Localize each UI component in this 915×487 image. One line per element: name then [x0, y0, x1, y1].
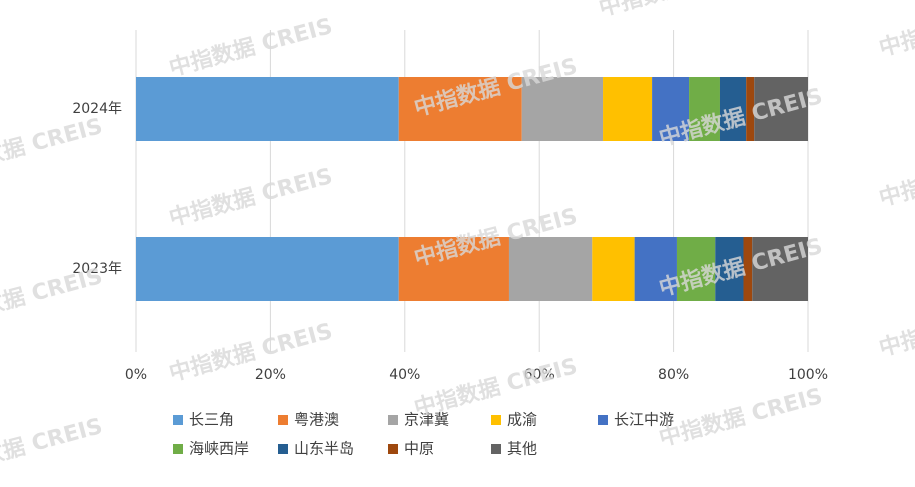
watermark: 中指数据 CREIS [876, 293, 915, 362]
bar-segment [689, 77, 720, 141]
bar-segment [521, 77, 604, 141]
bar-segment [652, 77, 690, 141]
legend-swatch [278, 444, 288, 454]
watermark: 中指数据 CREIS [166, 163, 335, 232]
x-tick-label: 20% [255, 367, 286, 383]
bar-segment [136, 237, 399, 301]
bar-segment [676, 237, 716, 301]
watermark: 中指数据 CREIS [876, 0, 915, 62]
x-tick-label: 40% [389, 367, 420, 383]
bar-segment [715, 237, 744, 301]
watermark: 中指数据 CREIS [0, 413, 105, 482]
watermark: 中指数据 CREIS [596, 0, 765, 22]
legend-swatch [173, 415, 183, 425]
bar-segment [398, 237, 509, 301]
bar-segment [746, 77, 755, 141]
legend-label: 京津冀 [404, 411, 449, 429]
legend-swatch [491, 415, 501, 425]
watermark: 中指数据 CREIS [0, 263, 105, 332]
y-tick-label: 2023年 [72, 261, 122, 277]
bar-segment [743, 237, 753, 301]
x-tick-label: 100% [788, 367, 828, 383]
watermark: 中指数据 CREIS [166, 318, 335, 387]
legend-label: 长江中游 [614, 411, 674, 429]
legend-label: 长三角 [189, 411, 234, 429]
bar-segment [592, 237, 635, 301]
watermark: 中指数据 CREIS [166, 13, 335, 82]
bar-segment [754, 77, 808, 141]
legend-label: 山东半岛 [294, 440, 354, 458]
watermark: 中指数据 CREIS [0, 113, 105, 182]
legend-swatch [388, 415, 398, 425]
x-tick-label: 60% [524, 367, 555, 383]
watermark: 中指数据 CREIS [876, 143, 915, 212]
legend-label: 其他 [507, 440, 537, 458]
legend-swatch [278, 415, 288, 425]
legend-label: 成渝 [507, 411, 537, 429]
x-tick-label: 80% [658, 367, 689, 383]
x-tick-label: 0% [125, 367, 147, 383]
y-tick-label: 2024年 [72, 101, 122, 117]
bar-segment [634, 237, 677, 301]
bar-segment [603, 77, 653, 141]
bar-segment [719, 77, 747, 141]
legend-swatch [598, 415, 608, 425]
watermark: 中指数据 CREIS [411, 353, 580, 422]
bar-segment [752, 237, 808, 301]
legend-label: 粤港澳 [294, 411, 339, 429]
legend-swatch [173, 444, 183, 454]
legend-label: 中原 [404, 440, 434, 458]
legend-swatch [491, 444, 501, 454]
legend-label: 海峡西岸 [189, 440, 249, 458]
bar-segment [136, 77, 399, 141]
watermark: 中指数据 CREIS [656, 383, 825, 452]
bar-segment [508, 237, 593, 301]
legend-swatch [388, 444, 398, 454]
bar-segment [398, 77, 522, 141]
